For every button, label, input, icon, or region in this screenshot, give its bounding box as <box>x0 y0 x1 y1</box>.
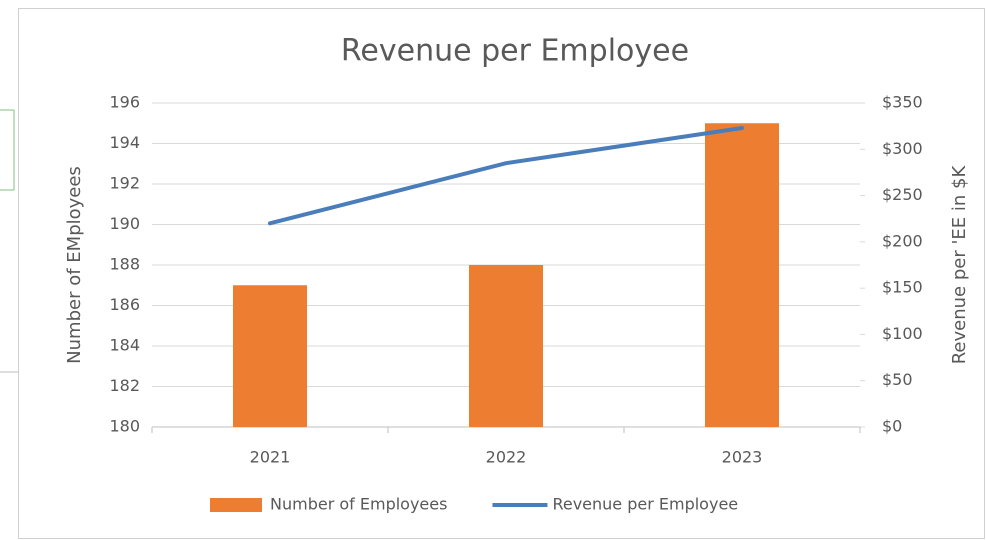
x-tick-label: 2021 <box>250 448 291 467</box>
legend-label: Number of Employees <box>270 495 447 514</box>
bar <box>705 123 779 427</box>
y-tick-label: 180 <box>109 417 140 436</box>
legend-swatch <box>210 498 262 512</box>
y2-tick-label: $0 <box>882 417 902 436</box>
y2-tick-label: $200 <box>882 231 923 250</box>
y2-tick-label: $100 <box>882 324 923 343</box>
y-tick-label: 184 <box>109 336 140 355</box>
y2-tick-label: $250 <box>882 185 923 204</box>
y-tick-label: 190 <box>109 214 140 233</box>
y-tick-label: 188 <box>109 255 140 274</box>
y2-tick-label: $150 <box>882 278 923 297</box>
y2-axis-label: Revenue per 'EE in $K <box>949 165 970 365</box>
y-tick-label: 182 <box>109 376 140 395</box>
chart-title: Revenue per Employee <box>341 34 689 69</box>
bar <box>233 285 307 427</box>
line <box>268 125 744 226</box>
y-tick-label: 186 <box>109 295 140 314</box>
y-tick-label: 196 <box>109 93 140 112</box>
x-tick-label: 2023 <box>722 448 763 467</box>
y-tick-label: 192 <box>109 174 140 193</box>
y2-tick-label: $350 <box>882 93 923 112</box>
y2-tick-label: $300 <box>882 139 923 158</box>
y2-tick-label: $50 <box>882 370 913 389</box>
y-tick-label: 194 <box>109 133 140 152</box>
chart-frame <box>18 8 985 539</box>
y-axis-label: Number of EMployees <box>64 166 85 364</box>
legend-label: Revenue per Employee <box>552 495 738 514</box>
bar <box>469 265 543 427</box>
x-tick-label: 2022 <box>486 448 527 467</box>
